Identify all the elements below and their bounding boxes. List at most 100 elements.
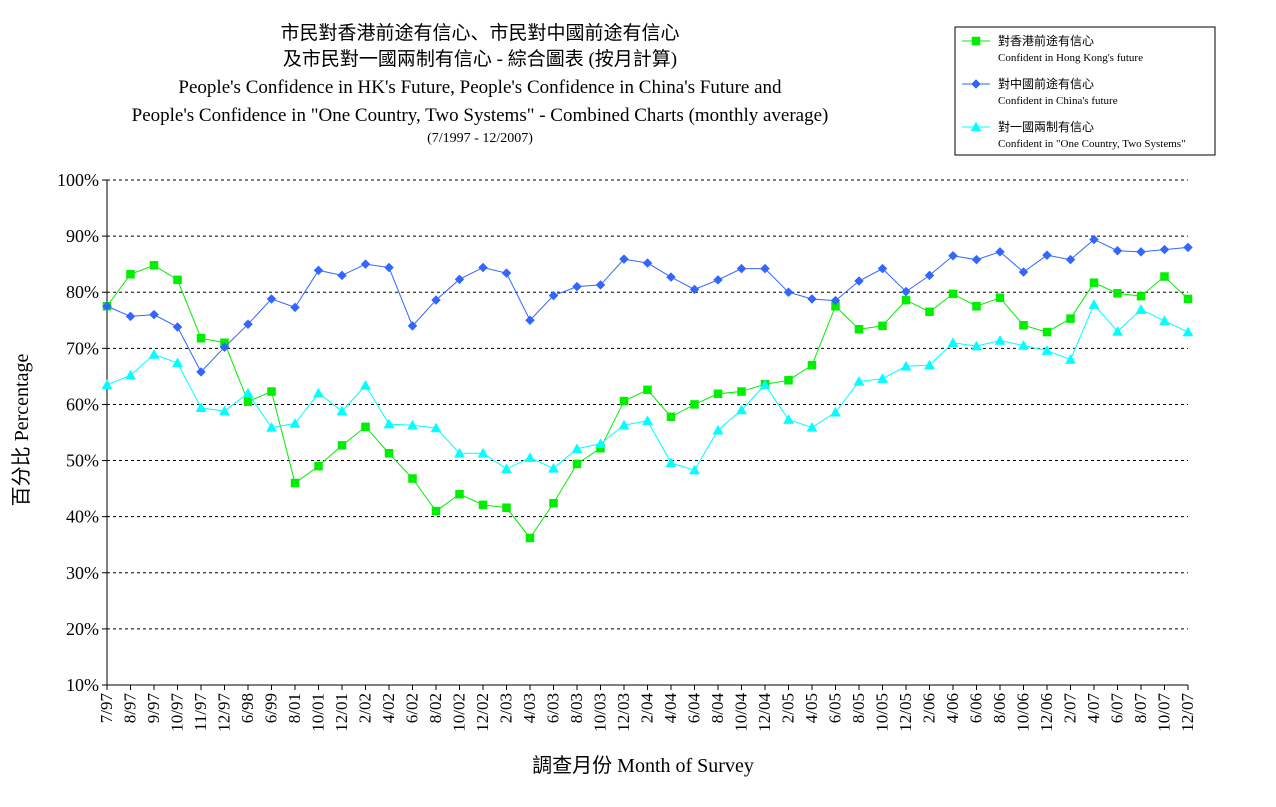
data-point [243, 319, 253, 330]
x-tick-label: 12/04 [755, 693, 774, 732]
data-point [266, 294, 277, 304]
x-tick-label: 9/97 [144, 693, 163, 724]
data-point [454, 274, 465, 285]
y-tick-label: 40% [66, 507, 99, 527]
data-point [690, 400, 699, 409]
y-tick-label: 10% [66, 675, 99, 695]
x-tick-label: 2/02 [356, 693, 375, 723]
data-point [924, 359, 935, 370]
grid [107, 179, 1188, 630]
data-point [948, 250, 958, 261]
x-tick-label: 10/07 [1155, 693, 1174, 732]
chart-subtitle: (7/1997 - 12/2007) [427, 131, 533, 146]
legend-label-en: Confident in "One Country, Two Systems" [998, 138, 1186, 150]
data-point [336, 405, 348, 416]
data-point [737, 387, 746, 396]
data-point [1042, 327, 1052, 337]
data-point [243, 397, 253, 406]
x-tick-label: 12/03 [614, 693, 633, 732]
data-point [900, 360, 912, 371]
legend-label-en: Confident in China's future [998, 95, 1118, 107]
data-point [1113, 289, 1122, 298]
data-point [524, 452, 536, 462]
data-point [1089, 278, 1099, 287]
data-point [830, 295, 841, 306]
data-point [383, 418, 395, 429]
data-point [1065, 354, 1076, 364]
data-point [525, 533, 535, 543]
data-point [1159, 315, 1170, 326]
x-axis-label: 調查月份 Month of Survey [532, 754, 754, 777]
data-point [477, 447, 489, 458]
data-point [854, 276, 864, 286]
legend-item-1: 對香港前途有信心 Confident in Hong Kong's future [962, 33, 1143, 64]
x-tick-label: 6/03 [544, 693, 563, 723]
legend-marker [971, 79, 981, 89]
data-point [337, 270, 347, 281]
y-axis-ticks: 10% 20% 30% 40% 50% 60% 70% 80% 90% 100% [57, 170, 107, 695]
x-tick-label: 10/01 [309, 693, 328, 732]
data-point [502, 503, 511, 512]
data-point [618, 419, 630, 430]
series-plot [101, 234, 1194, 543]
data-point [807, 360, 817, 370]
data-point [878, 321, 887, 331]
x-tick-label: 12/07 [1178, 693, 1197, 732]
data-point [384, 449, 394, 458]
data-point [877, 263, 888, 274]
data-point [126, 270, 135, 279]
data-point [266, 421, 277, 432]
data-point [1065, 254, 1076, 265]
data-point [525, 315, 535, 326]
x-tick-label: 11/97 [191, 693, 210, 732]
data-point [1089, 234, 1099, 245]
data-point [1182, 326, 1194, 337]
data-point [430, 422, 442, 433]
data-point [830, 406, 841, 417]
data-point [759, 379, 771, 390]
data-point [642, 415, 653, 425]
x-tick-label: 12/01 [332, 693, 351, 732]
data-point [1088, 299, 1100, 309]
legend-label-en: Confident in Hong Kong's future [998, 52, 1143, 64]
legend-marker [970, 121, 982, 132]
legend-box [954, 26, 1216, 156]
data-point [102, 301, 112, 312]
data-point [853, 375, 865, 386]
data-point [571, 443, 583, 454]
data-point [431, 295, 441, 305]
title-line-3: People's Confidence in HK's Future, Peop… [178, 77, 782, 98]
data-point [713, 389, 723, 399]
x-tick-label: 10/05 [873, 693, 892, 732]
x-tick-label: 2/03 [497, 693, 516, 723]
data-point [925, 307, 934, 317]
title-line-4: People's Confidence in "One Country, Two… [132, 105, 829, 126]
data-point [1066, 314, 1075, 323]
x-tick-label: 8/04 [708, 693, 727, 724]
data-point [267, 387, 276, 396]
y-tick-label: 90% [66, 226, 99, 246]
data-point [572, 459, 582, 469]
data-point [901, 295, 911, 305]
data-point [101, 379, 113, 390]
x-tick-label: 6/06 [967, 693, 986, 723]
data-point [666, 412, 676, 422]
data-point [290, 478, 300, 488]
data-point [972, 302, 981, 311]
data-point [1135, 304, 1147, 314]
data-point [337, 441, 347, 450]
x-tick-label: 12/05 [896, 693, 915, 732]
x-tick-label: 7/97 [97, 693, 116, 724]
data-point [478, 262, 488, 273]
x-tick-label: 4/03 [520, 693, 539, 723]
data-point [548, 290, 559, 301]
data-point [548, 462, 559, 473]
x-tick-label: 4/07 [1084, 693, 1103, 724]
data-point [1018, 267, 1029, 277]
data-point [149, 309, 159, 320]
axes [106, 180, 1188, 686]
data-point [901, 286, 911, 297]
data-point [807, 294, 817, 304]
